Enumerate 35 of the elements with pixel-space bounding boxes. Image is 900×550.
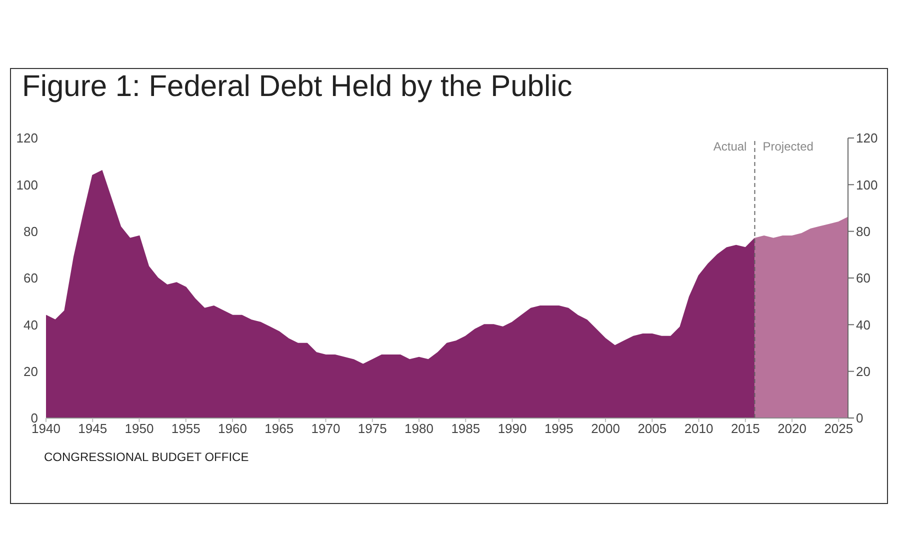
x-tick-label: 1965	[264, 421, 294, 436]
x-tick-label: 2015	[730, 421, 760, 436]
y2-tick-label: 40	[24, 317, 38, 332]
y-tick-label: 20	[856, 364, 870, 379]
y-tick-label: 0	[856, 410, 864, 426]
annotation: Projected	[762, 140, 814, 154]
text: CONGRESSIONAL BUDGET OFFICE	[44, 450, 249, 464]
x-tick-label: 1990	[498, 421, 527, 436]
y2-tick-label: 100	[16, 177, 38, 192]
y2-tick-label: 120	[16, 130, 38, 146]
x-tick-label: 2010	[684, 421, 714, 436]
x-tick-label: 1985	[451, 421, 480, 436]
annotation: Actual	[713, 140, 747, 154]
y-tick-label: 80	[856, 224, 870, 239]
y2-tick-label: 20	[24, 364, 38, 379]
y-tick-label: 120	[856, 130, 878, 146]
x-tick-label: 2005	[638, 421, 667, 436]
x-tick-label: 2020	[778, 421, 807, 436]
x-tick-label: 1980	[404, 421, 434, 436]
x-tick-label: 1940	[32, 421, 60, 436]
x-tick-label: 1955	[171, 421, 200, 436]
x-tick-label: 1960	[218, 421, 247, 436]
x-tick-label: 2025	[824, 421, 854, 436]
y-tick-label: 100	[856, 177, 878, 192]
x-tick-label: 1970	[311, 421, 340, 436]
y2-tick-label: 80	[24, 224, 38, 239]
x-tick-label: 1950	[124, 421, 154, 436]
x-tick-label: 1975	[358, 421, 387, 436]
x-tick-label: 1945	[78, 421, 108, 436]
y2-tick-label: 60	[24, 270, 38, 286]
x-tick-label: 2000	[591, 421, 620, 436]
y-tick-label: 60	[856, 270, 870, 286]
chart-title: Figure 1: Federal Debt Held by the Public	[22, 70, 572, 104]
y-tick-label: 40	[856, 317, 870, 332]
x-tick-label: 1995	[544, 421, 574, 436]
